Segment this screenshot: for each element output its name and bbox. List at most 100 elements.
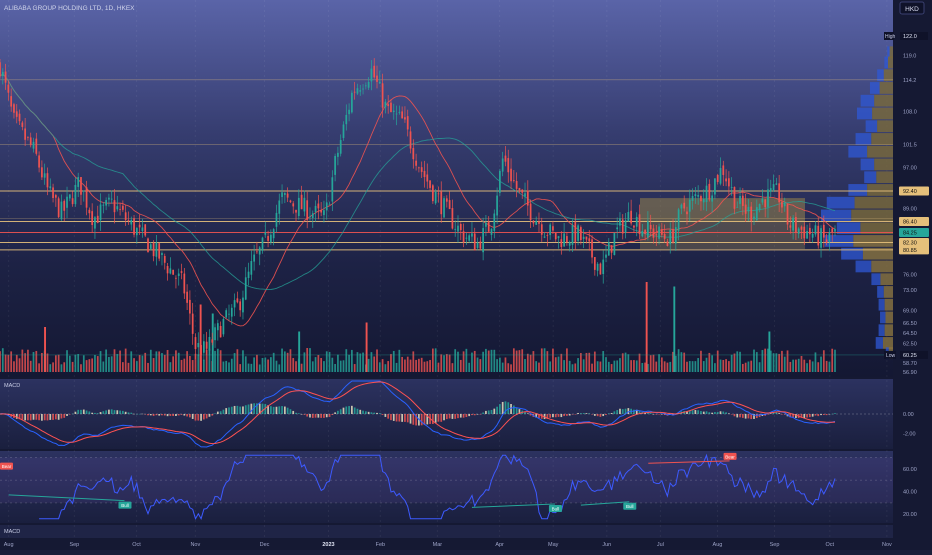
candle-body-295[interactable] — [822, 224, 825, 238]
candle-body-239[interactable] — [666, 241, 669, 246]
candle-body-31[interactable] — [85, 187, 88, 208]
candle-body-237[interactable] — [660, 229, 663, 235]
candle-body-230[interactable] — [641, 231, 644, 237]
currency-label[interactable]: HKD — [905, 6, 919, 13]
candle-body-221[interactable] — [616, 227, 619, 230]
candle-body-38[interactable] — [105, 200, 107, 206]
candle-body-255[interactable] — [711, 195, 713, 202]
candle-body-263[interactable] — [733, 186, 736, 209]
candle-body-69[interactable] — [191, 313, 194, 334]
candle-body-110[interactable] — [306, 200, 309, 220]
divergence-label-3[interactable]: Bear — [725, 454, 735, 459]
candle-body-20[interactable] — [54, 195, 57, 198]
candle-body-200[interactable] — [557, 236, 560, 239]
candle-body-155[interactable] — [431, 185, 434, 202]
candle-body-176[interactable] — [490, 228, 493, 235]
candle-body-48[interactable] — [133, 218, 135, 235]
price-tag-4[interactable]: 80.85 — [903, 248, 917, 254]
candle-body-194[interactable] — [540, 224, 543, 235]
divergence-label-2[interactable]: Bull — [626, 504, 634, 509]
candle-body-41[interactable] — [113, 200, 116, 213]
candle-body-205[interactable] — [571, 225, 574, 245]
candle-body-293[interactable] — [817, 225, 820, 246]
candle-body-24[interactable] — [66, 196, 68, 208]
candle-body-117[interactable] — [325, 202, 328, 211]
candle-body-154[interactable] — [429, 180, 431, 188]
candle-body-240[interactable] — [669, 229, 672, 245]
candle-body-251[interactable] — [700, 196, 702, 202]
candle-body-91[interactable] — [253, 254, 255, 262]
price-tag-2[interactable]: 84.25 — [903, 231, 917, 237]
candle-body-187[interactable] — [521, 189, 524, 193]
candle-body-203[interactable] — [566, 236, 568, 243]
candle-body-14[interactable] — [38, 155, 40, 168]
candle-body-236[interactable] — [658, 226, 660, 239]
candle-body-120[interactable] — [334, 156, 336, 175]
candle-body-64[interactable] — [177, 273, 180, 276]
candle-body-261[interactable] — [728, 178, 730, 187]
candle-body-142[interactable] — [395, 113, 398, 115]
candle-body-135[interactable] — [376, 75, 378, 82]
candle-body-6[interactable] — [15, 111, 18, 117]
candle-body-270[interactable] — [753, 216, 755, 220]
candle-body-257[interactable] — [716, 174, 719, 182]
candle-body-28[interactable] — [77, 176, 80, 187]
candle-body-47[interactable] — [130, 219, 133, 225]
candle-body-74[interactable] — [205, 341, 208, 349]
candle-body-145[interactable] — [404, 117, 406, 120]
candle-body-223[interactable] — [621, 219, 624, 234]
candle-body-86[interactable] — [239, 301, 242, 311]
candle-body-71[interactable] — [197, 342, 200, 348]
candle-body-67[interactable] — [186, 291, 188, 303]
candle-body-99[interactable] — [275, 212, 278, 227]
candle-body-115[interactable] — [320, 210, 323, 213]
candle-body-5[interactable] — [13, 104, 15, 113]
candle-body-138[interactable] — [384, 101, 387, 108]
candle-body-278[interactable] — [775, 183, 778, 185]
candle-body-97[interactable] — [270, 234, 272, 243]
candle-body-204[interactable] — [568, 242, 571, 246]
candle-body-143[interactable] — [398, 111, 401, 113]
candle-body-19[interactable] — [52, 187, 54, 199]
candle-body-22[interactable] — [60, 201, 63, 220]
candle-body-17[interactable] — [46, 173, 49, 188]
candle-body-107[interactable] — [297, 197, 300, 217]
candle-body-252[interactable] — [702, 198, 705, 203]
candle-body-226[interactable] — [630, 210, 632, 224]
candle-body-146[interactable] — [406, 116, 409, 130]
candle-body-202[interactable] — [563, 233, 565, 247]
candle-body-141[interactable] — [392, 110, 395, 112]
candle-body-208[interactable] — [580, 227, 582, 241]
candle-body-180[interactable] — [501, 158, 504, 172]
candle-body-181[interactable] — [504, 155, 507, 162]
candle-body-217[interactable] — [605, 254, 607, 258]
candle-body-80[interactable] — [222, 318, 225, 335]
candle-body-259[interactable] — [722, 165, 725, 175]
candle-body-16[interactable] — [43, 173, 46, 178]
divergence-badge-2[interactable] — [623, 502, 637, 510]
candle-body-158[interactable] — [440, 191, 443, 215]
candle-body-222[interactable] — [619, 218, 621, 226]
candle-body-292[interactable] — [814, 225, 817, 235]
candle-body-294[interactable] — [820, 228, 822, 248]
candle-body-250[interactable] — [697, 195, 700, 197]
candle-body-52[interactable] — [144, 224, 147, 236]
candle-body-213[interactable] — [593, 257, 596, 270]
candle-body-114[interactable] — [317, 203, 320, 209]
candle-body-39[interactable] — [108, 197, 110, 200]
candle-body-231[interactable] — [644, 229, 646, 234]
candle-body-29[interactable] — [80, 177, 82, 195]
candle-body-291[interactable] — [811, 233, 814, 238]
candle-body-43[interactable] — [119, 208, 121, 210]
candle-body-281[interactable] — [783, 202, 786, 207]
price-tag-bg-3[interactable] — [899, 237, 929, 247]
candle-body-150[interactable] — [418, 167, 420, 169]
candle-body-258[interactable] — [719, 168, 722, 184]
candle-body-95[interactable] — [264, 232, 267, 235]
candle-body-195[interactable] — [543, 236, 546, 238]
candle-body-156[interactable] — [434, 191, 437, 204]
candle-body-163[interactable] — [454, 228, 457, 230]
candle-body-242[interactable] — [674, 227, 677, 244]
candle-body-25[interactable] — [68, 194, 71, 199]
